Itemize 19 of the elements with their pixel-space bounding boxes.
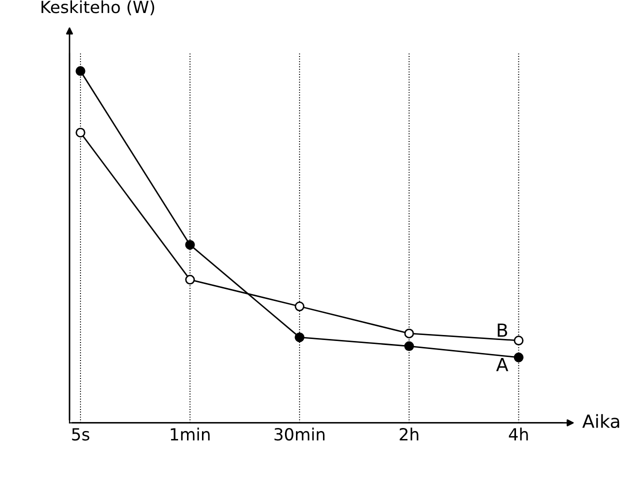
point (294, 302, 304, 312)
point (76, 66, 86, 76)
point (294, 332, 304, 342)
y-axis-title: Keskiteho (W) (42, 0, 154, 16)
series-label: A (496, 358, 508, 372)
point (185, 240, 195, 250)
x-tick-label: 1min (170, 428, 210, 440)
series-label: B (498, 324, 508, 337)
x-tick-label: 5s (72, 428, 90, 441)
point (404, 328, 414, 338)
x-tick-label: 30min (274, 428, 324, 441)
point (76, 128, 86, 138)
point (514, 336, 524, 346)
point (404, 341, 414, 351)
point (185, 274, 195, 285)
point (514, 352, 524, 362)
x-tick-label: 4h (508, 428, 528, 440)
x-axis-title: Aika (582, 414, 620, 428)
x-tick-label: 2h (400, 428, 418, 440)
